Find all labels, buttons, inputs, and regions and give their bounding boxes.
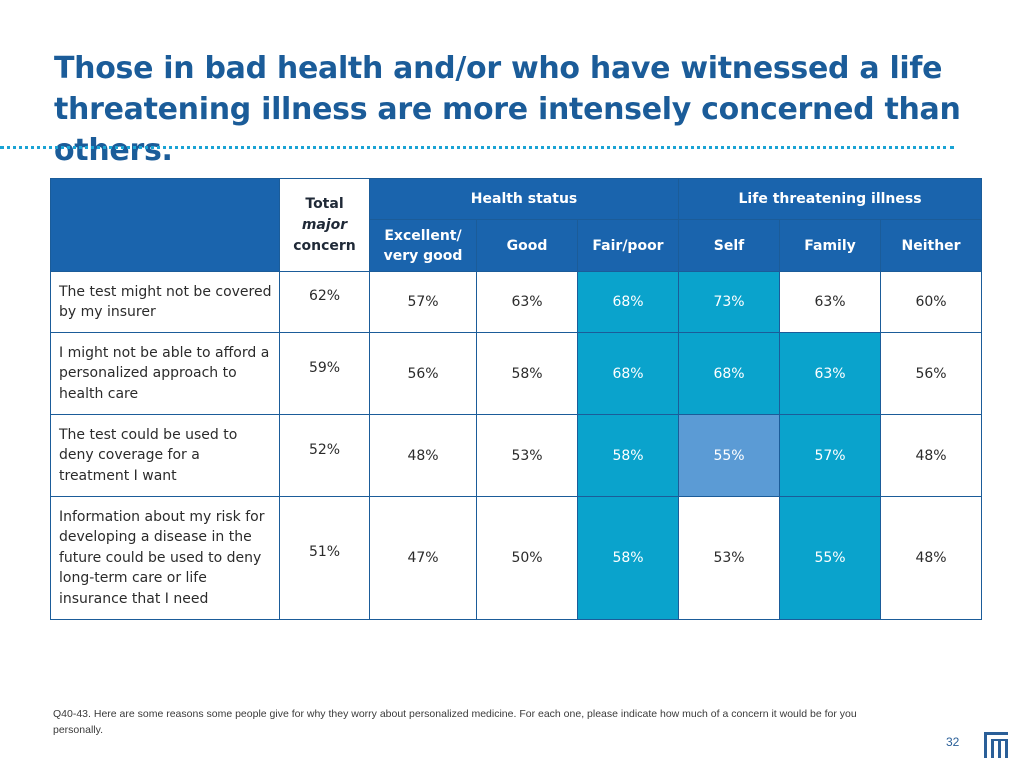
- value-cell: 57%: [369, 271, 477, 333]
- value-cell: 60%: [880, 271, 983, 333]
- table-row: I might not be able to afford a personal…: [50, 332, 983, 415]
- value-cell: 58%: [476, 332, 578, 415]
- total-cell: 59%: [279, 332, 370, 415]
- value-cell-highlighted: 73%: [678, 271, 781, 333]
- title-divider: [0, 146, 954, 149]
- row-label: I might not be able to afford a personal…: [50, 332, 280, 415]
- value-cell: 48%: [369, 414, 477, 497]
- total-cell: 51%: [279, 496, 370, 620]
- total-major-concern-header: Total major concern: [279, 178, 370, 272]
- total-header-line-3: concern: [293, 237, 356, 254]
- value-cell-highlighted: 63%: [779, 332, 882, 415]
- footnote: Q40-43. Here are some reasons some peopl…: [53, 708, 857, 736]
- value-cell-highlighted: 58%: [576, 414, 680, 497]
- value-cell-medium: 55%: [678, 414, 781, 497]
- value-cell: 63%: [476, 271, 578, 333]
- value-cell: 56%: [369, 332, 477, 415]
- slide-title: Those in bad health and/or who have witn…: [54, 48, 1004, 171]
- value-cell: 50%: [476, 496, 578, 620]
- value-cell-highlighted: 55%: [779, 496, 882, 620]
- value-cell-highlighted: 68%: [678, 332, 781, 415]
- row-label: The test could be used to deny coverage …: [50, 414, 280, 497]
- value-cell: 53%: [678, 496, 781, 620]
- total-value: 52%: [308, 441, 341, 458]
- total-value: 62%: [308, 288, 341, 304]
- row-label: Information about my risk for developing…: [50, 496, 280, 620]
- health-status-header: Health status: [368, 178, 680, 220]
- table-row: Information about my risk for developing…: [50, 496, 983, 620]
- life-threatening-illness-header: Life threatening illness: [678, 178, 983, 220]
- value-cell: 56%: [880, 332, 983, 415]
- value-cell-highlighted: 68%: [576, 271, 680, 333]
- value-cell-highlighted: 68%: [576, 332, 680, 415]
- table-row: The test could be used to deny coverage …: [50, 414, 983, 497]
- total-cell: 62%: [279, 271, 370, 333]
- organization-logo-icon: [984, 732, 1008, 758]
- value-cell: 48%: [880, 414, 983, 497]
- slide-title-line-2: threatening illness are more intensely c…: [54, 92, 961, 168]
- page-number: 32: [946, 735, 960, 749]
- column-self: Self: [678, 219, 781, 272]
- row-label: The test might not be covered by my insu…: [50, 271, 280, 333]
- slide-title-line-1: Those in bad health and/or who have witn…: [54, 51, 943, 86]
- column-neither: Neither: [880, 219, 983, 272]
- value-cell-highlighted: 58%: [576, 496, 680, 620]
- column-good: Good: [476, 219, 578, 272]
- row-label-header: [50, 178, 280, 272]
- column-fair-poor: Fair/poor: [576, 219, 680, 272]
- value-cell: 53%: [476, 414, 578, 497]
- value-cell: 63%: [779, 271, 882, 333]
- total-cell: 52%: [279, 414, 370, 497]
- total-header-line-1: Total: [305, 195, 344, 212]
- value-cell: 48%: [880, 496, 983, 620]
- column-excellent-very-good: Excellent/ very good: [369, 219, 477, 272]
- column-excellent-line-1: Excellent/: [384, 227, 462, 244]
- concern-table: Total major concern Health status Life t…: [50, 178, 983, 620]
- value-cell: 47%: [369, 496, 477, 620]
- value-cell-highlighted: 57%: [779, 414, 882, 497]
- column-family: Family: [779, 219, 882, 272]
- table-row: The test might not be covered by my insu…: [50, 271, 983, 333]
- total-value: 59%: [308, 359, 341, 376]
- total-header-line-2: major: [301, 216, 348, 233]
- column-excellent-line-2: very good: [383, 247, 463, 264]
- total-value: 51%: [308, 544, 341, 560]
